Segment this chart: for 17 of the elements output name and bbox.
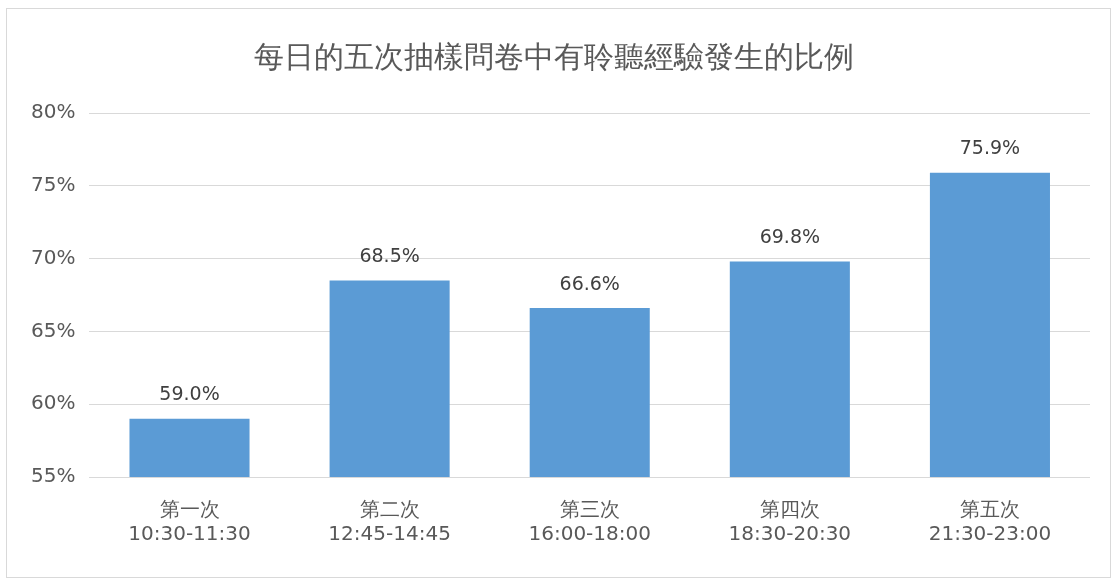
chart-title: 每日的五次抽樣問卷中有聆聽經驗發生的比例: [253, 38, 854, 74]
x-tick-label: 第三次 16:00-18:00: [528, 497, 651, 546]
y-tick-label: 70%: [31, 244, 76, 269]
data-label: 66.6%: [559, 271, 620, 294]
y-tick-label: 80%: [31, 99, 76, 124]
y-tick-label: 75%: [31, 172, 76, 196]
data-label: 68.5%: [359, 243, 420, 266]
data-label: 69.8%: [759, 224, 821, 247]
x-tick-label: 第二次 12:45-14:45: [328, 497, 451, 546]
x-tick-label: 第一次 10:30-11:30: [128, 497, 251, 546]
data-label: 59.0%: [159, 382, 220, 405]
y-tick-label: 65%: [31, 317, 76, 342]
x-tick-label: 第四次 18:30-20:30: [728, 497, 852, 546]
y-tick-label: 55%: [31, 463, 76, 488]
data-label: 75.9%: [959, 136, 1021, 159]
y-tick-label: 60%: [31, 390, 76, 415]
x-tick-label: 第五次 21:30-23:00: [928, 497, 1052, 546]
